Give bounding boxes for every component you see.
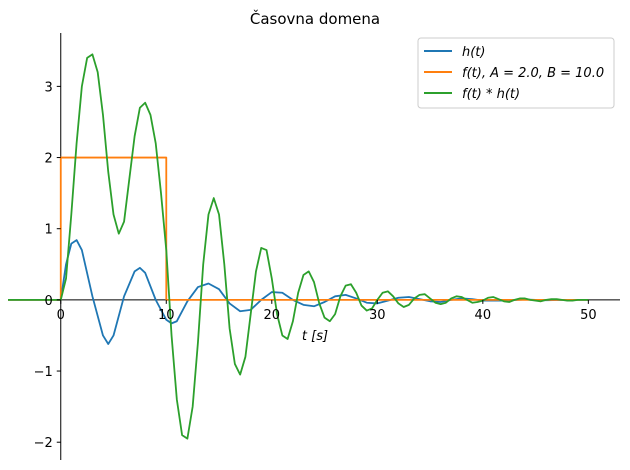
y-tick-label: 3 [44, 80, 52, 95]
y-tick-label: 1 [44, 223, 52, 238]
y-tick-label: −1 [34, 365, 53, 380]
x-tick-label: 30 [369, 308, 386, 323]
ticks: 0 10 20 30 40 50 −2 −1 0 1 2 3 [34, 80, 597, 451]
x-tick-label: 50 [580, 308, 597, 323]
legend-label-0: h(t) [462, 45, 485, 60]
series-line-2 [8, 53, 589, 440]
legend-label-1: f(t), A = 2.0, B = 10.0 [462, 66, 604, 81]
legend: h(t) f(t), A = 2.0, B = 10.0 f(t) * h(t) [417, 37, 615, 109]
x-axis-label: t [s] [302, 329, 328, 344]
y-tick-label: −2 [34, 436, 53, 451]
series-line-1 [8, 156, 589, 301]
x-tick-label: 0 [57, 308, 65, 323]
x-tick-label: 10 [158, 308, 175, 323]
chart-title: Časovna domena [250, 9, 380, 28]
y-tick-label: 2 [44, 152, 52, 167]
y-tick-label: 0 [44, 294, 52, 309]
series-layer [8, 53, 589, 440]
x-tick-label: 20 [264, 308, 281, 323]
legend-label-2: f(t) * h(t) [462, 87, 520, 102]
series-line-0 [8, 239, 589, 345]
x-tick-label: 40 [475, 308, 492, 323]
legend-box [417, 37, 615, 109]
